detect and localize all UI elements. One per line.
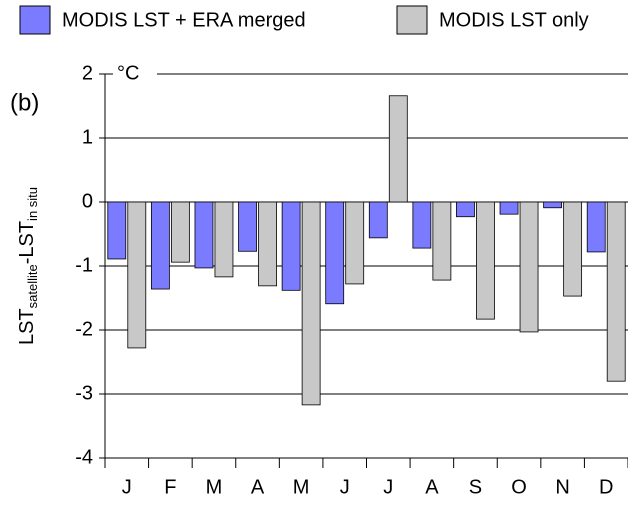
x-tick-label: A: [251, 476, 265, 498]
y-tick-label: -2: [75, 318, 93, 340]
y-tick-label: 1: [82, 126, 93, 148]
bar: [563, 201, 583, 297]
bar: [214, 201, 234, 278]
bar: [194, 201, 214, 269]
bar: [281, 201, 301, 291]
bar: [258, 201, 277, 287]
y-label-part: LST: [16, 308, 38, 345]
y-tick-label: -4: [75, 446, 93, 468]
bar: [170, 201, 190, 263]
y-axis-label: LSTsatellite-LSTin situ: [16, 187, 40, 345]
bar: [388, 95, 408, 203]
bar: [107, 201, 127, 260]
bar: [476, 201, 495, 320]
bar: [456, 201, 475, 218]
bar: [345, 201, 365, 285]
x-tick-label: M: [206, 476, 223, 498]
x-tick-label: S: [469, 476, 482, 498]
bar: [543, 201, 563, 209]
bar: [519, 201, 539, 333]
y-label-part: -LST: [16, 221, 38, 264]
x-tick-label: D: [599, 476, 613, 498]
legend-label: MODIS LST + ERA merged: [62, 9, 306, 31]
bar: [368, 201, 388, 239]
y-tick-label: -3: [75, 382, 93, 404]
bar: [412, 201, 432, 249]
bar: [301, 201, 321, 406]
y-tick-label: -1: [75, 254, 93, 276]
x-tick-label: J: [122, 476, 132, 498]
x-tick-label: F: [164, 476, 176, 498]
legend-swatch: [19, 5, 51, 35]
bar: [432, 201, 452, 281]
legend-label: MODIS LST only: [439, 9, 589, 31]
y-label-part: in situ: [25, 187, 40, 221]
x-tick-label: J: [340, 476, 350, 498]
x-tick-label: O: [511, 476, 527, 498]
x-tick-label: M: [293, 476, 310, 498]
legend-swatch: [396, 5, 428, 35]
x-tick-label: N: [555, 476, 569, 498]
bar: [238, 201, 257, 252]
bar: [499, 201, 519, 215]
bar: [325, 201, 345, 305]
panel-label: (b): [10, 89, 39, 116]
y-tick-label: 2: [82, 62, 93, 84]
unit-label-bg: [113, 62, 157, 86]
unit-label: °C: [117, 62, 139, 84]
bar: [606, 201, 626, 382]
bar: [586, 201, 606, 253]
x-tick-label: J: [383, 476, 393, 498]
bar: [127, 201, 147, 349]
x-tick-label: A: [425, 476, 439, 498]
bar: [150, 201, 170, 290]
y-tick-label: 0: [82, 190, 93, 212]
y-label-part: satellite: [25, 264, 40, 308]
